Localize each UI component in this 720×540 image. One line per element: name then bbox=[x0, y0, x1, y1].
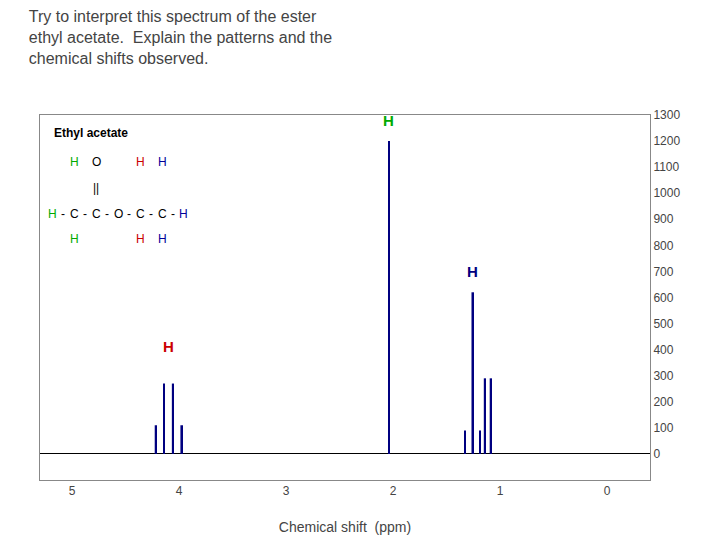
svg-text:1000: 1000 bbox=[653, 186, 680, 200]
svg-text:C: C bbox=[70, 207, 79, 221]
svg-text:H: H bbox=[163, 338, 174, 355]
svg-text:H: H bbox=[70, 155, 79, 169]
svg-text:Chemical shift (ppm): Chemical shift (ppm) bbox=[279, 519, 411, 535]
svg-text:3: 3 bbox=[283, 484, 290, 498]
svg-text:H: H bbox=[136, 232, 145, 246]
svg-text:-: - bbox=[61, 207, 65, 221]
svg-text:O: O bbox=[114, 207, 123, 221]
svg-text:-: - bbox=[171, 207, 175, 221]
svg-text:H: H bbox=[48, 207, 57, 221]
svg-text:1300: 1300 bbox=[653, 108, 680, 122]
svg-text:700: 700 bbox=[653, 265, 673, 279]
svg-text:Ethyl acetate: Ethyl acetate bbox=[54, 126, 128, 140]
svg-text:500: 500 bbox=[653, 317, 673, 331]
svg-text:Try to interpret this spectrum: Try to interpret this spectrum of the es… bbox=[29, 8, 332, 67]
svg-text:5: 5 bbox=[69, 484, 76, 498]
svg-text:C: C bbox=[158, 207, 167, 221]
svg-text:-: - bbox=[149, 207, 153, 221]
svg-text:H: H bbox=[467, 263, 478, 280]
svg-text:C: C bbox=[136, 207, 145, 221]
svg-text:H: H bbox=[158, 155, 167, 169]
svg-text:0: 0 bbox=[604, 484, 611, 498]
svg-text:-: - bbox=[127, 207, 131, 221]
svg-text:4: 4 bbox=[176, 484, 183, 498]
svg-text:400: 400 bbox=[653, 343, 673, 357]
svg-text:200: 200 bbox=[653, 395, 673, 409]
svg-text:-: - bbox=[105, 207, 109, 221]
svg-text:1100: 1100 bbox=[653, 160, 679, 174]
svg-text:||: || bbox=[93, 181, 99, 195]
svg-text:-: - bbox=[83, 207, 87, 221]
svg-text:H: H bbox=[158, 232, 167, 246]
svg-text:H: H bbox=[383, 112, 394, 129]
svg-text:H: H bbox=[179, 207, 188, 221]
svg-text:1: 1 bbox=[497, 484, 504, 498]
svg-text:2: 2 bbox=[390, 484, 397, 498]
svg-text:O: O bbox=[92, 155, 101, 169]
svg-text:H: H bbox=[136, 155, 145, 169]
svg-text:1200: 1200 bbox=[653, 134, 680, 148]
svg-text:800: 800 bbox=[653, 239, 673, 253]
svg-text:600: 600 bbox=[653, 291, 673, 305]
svg-text:0: 0 bbox=[653, 447, 660, 461]
svg-text:100: 100 bbox=[653, 421, 673, 435]
svg-text:C: C bbox=[92, 207, 101, 221]
svg-text:300: 300 bbox=[653, 369, 673, 383]
svg-text:H: H bbox=[70, 232, 79, 246]
svg-text:900: 900 bbox=[653, 212, 673, 226]
